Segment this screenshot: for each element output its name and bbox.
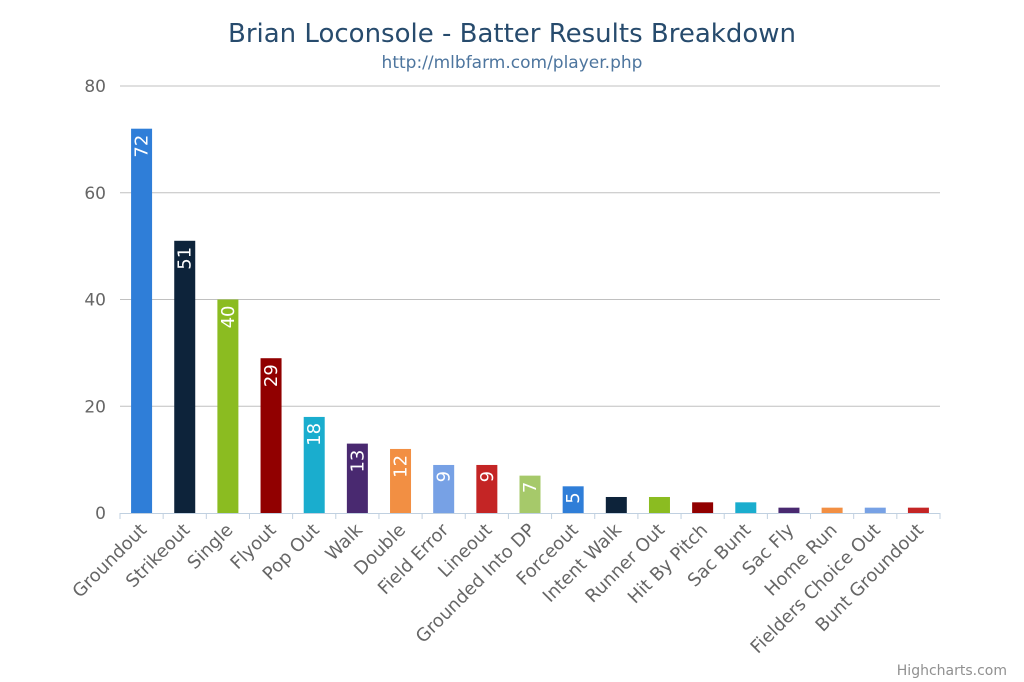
bar-walk[interactable] (346, 443, 368, 513)
bar-strikeout[interactable] (174, 240, 196, 513)
bar-runner-out[interactable] (648, 496, 670, 513)
bar-fielders-choice-out[interactable] (864, 507, 886, 513)
bar-grounded-into-dp[interactable] (519, 475, 541, 513)
data-label: 18 (304, 423, 325, 446)
chart-subtitle[interactable]: http://mlbfarm.com/player.php (382, 53, 643, 73)
bar-sac-fly[interactable] (778, 507, 800, 513)
y-tick-label: 80 (84, 77, 106, 97)
bar-single[interactable] (217, 299, 239, 514)
y-axis: 0 20 40 60 80 (84, 77, 106, 524)
data-label: 13 (347, 450, 368, 473)
x-tick-label: Single (183, 520, 237, 574)
bars: 72 51 40 29 18 13 12 9 9 7 5 (131, 128, 929, 514)
bar-hit-by-pitch[interactable] (692, 502, 714, 513)
chart-title: Brian Loconsole - Batter Results Breakdo… (228, 19, 796, 49)
y-tick-label: 0 (95, 504, 106, 524)
y-tick-label: 60 (84, 184, 106, 204)
bar-lineout[interactable] (476, 464, 498, 513)
data-label: 7 (520, 482, 541, 493)
data-label: 51 (175, 247, 196, 270)
bar-home-run[interactable] (821, 507, 843, 513)
bar-field-error[interactable] (433, 464, 455, 513)
data-label: 9 (477, 471, 498, 482)
gridlines (120, 85, 940, 407)
bar-flyout[interactable] (260, 358, 282, 513)
y-tick-label: 20 (84, 397, 106, 417)
bar-intent-walk[interactable] (605, 496, 627, 513)
data-label: 12 (391, 455, 412, 478)
data-label: 40 (218, 306, 239, 329)
bar-sac-bunt[interactable] (735, 502, 757, 513)
data-label: 5 (563, 492, 584, 503)
bar-pop-out[interactable] (303, 416, 325, 513)
bar-bunt-groundout[interactable] (907, 507, 929, 513)
data-label: 72 (132, 135, 153, 158)
bar-forceout[interactable] (562, 486, 584, 513)
data-label: 9 (434, 471, 455, 482)
bar-double[interactable] (390, 448, 412, 513)
data-label: 29 (261, 364, 282, 387)
y-tick-label: 40 (84, 291, 106, 311)
bar-groundout[interactable] (131, 128, 153, 513)
credits-link[interactable]: Highcharts.com (897, 663, 1007, 679)
